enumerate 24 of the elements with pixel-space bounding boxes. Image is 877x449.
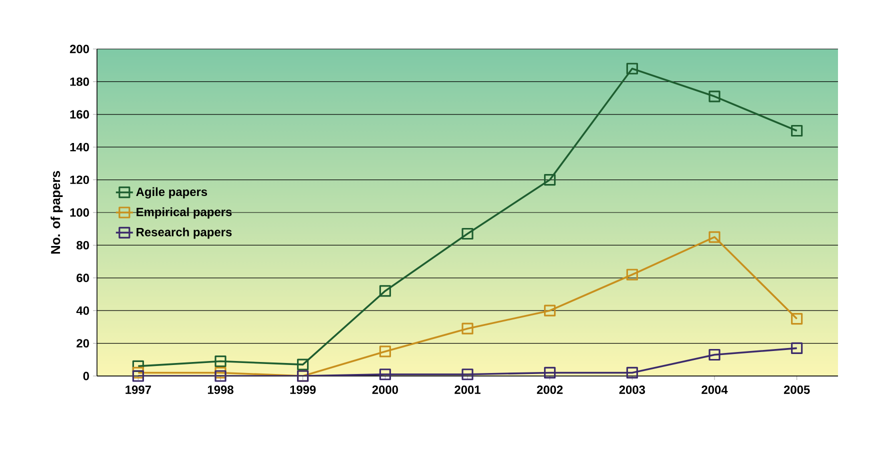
x-tick-label: 1997 <box>126 386 151 394</box>
y-tick-label: 180 <box>70 77 89 86</box>
y-tick-label: 100 <box>70 208 89 217</box>
y-tick-label: 140 <box>70 142 89 152</box>
y-tick-label: 20 <box>76 339 89 348</box>
y-tick-label: 60 <box>76 274 89 282</box>
x-tick-label: 2002 <box>536 386 563 394</box>
y-tick-label: 160 <box>70 110 89 119</box>
y-tick-label: 40 <box>76 306 89 315</box>
x-tick-label: 2001 <box>454 386 480 394</box>
x-tick-label: 2004 <box>702 386 728 394</box>
legend-label: Research papers <box>136 228 232 239</box>
x-tick-label: 2000 <box>372 386 398 394</box>
y-tick-label: 0 <box>83 372 89 380</box>
x-tick-label: 2005 <box>784 386 810 394</box>
legend-label: Agile papers <box>136 187 208 198</box>
y-tick-label: 80 <box>76 240 89 250</box>
x-tick-label: 1998 <box>208 386 234 394</box>
y-tick-label: 200 <box>70 44 89 54</box>
y-axis-title: No. of papers <box>50 171 63 254</box>
legend-label: Empirical papers <box>136 207 232 219</box>
x-tick-label: 2003 <box>619 386 646 394</box>
y-tick-label: 120 <box>70 176 89 184</box>
x-tick-label: 1999 <box>290 386 316 394</box>
